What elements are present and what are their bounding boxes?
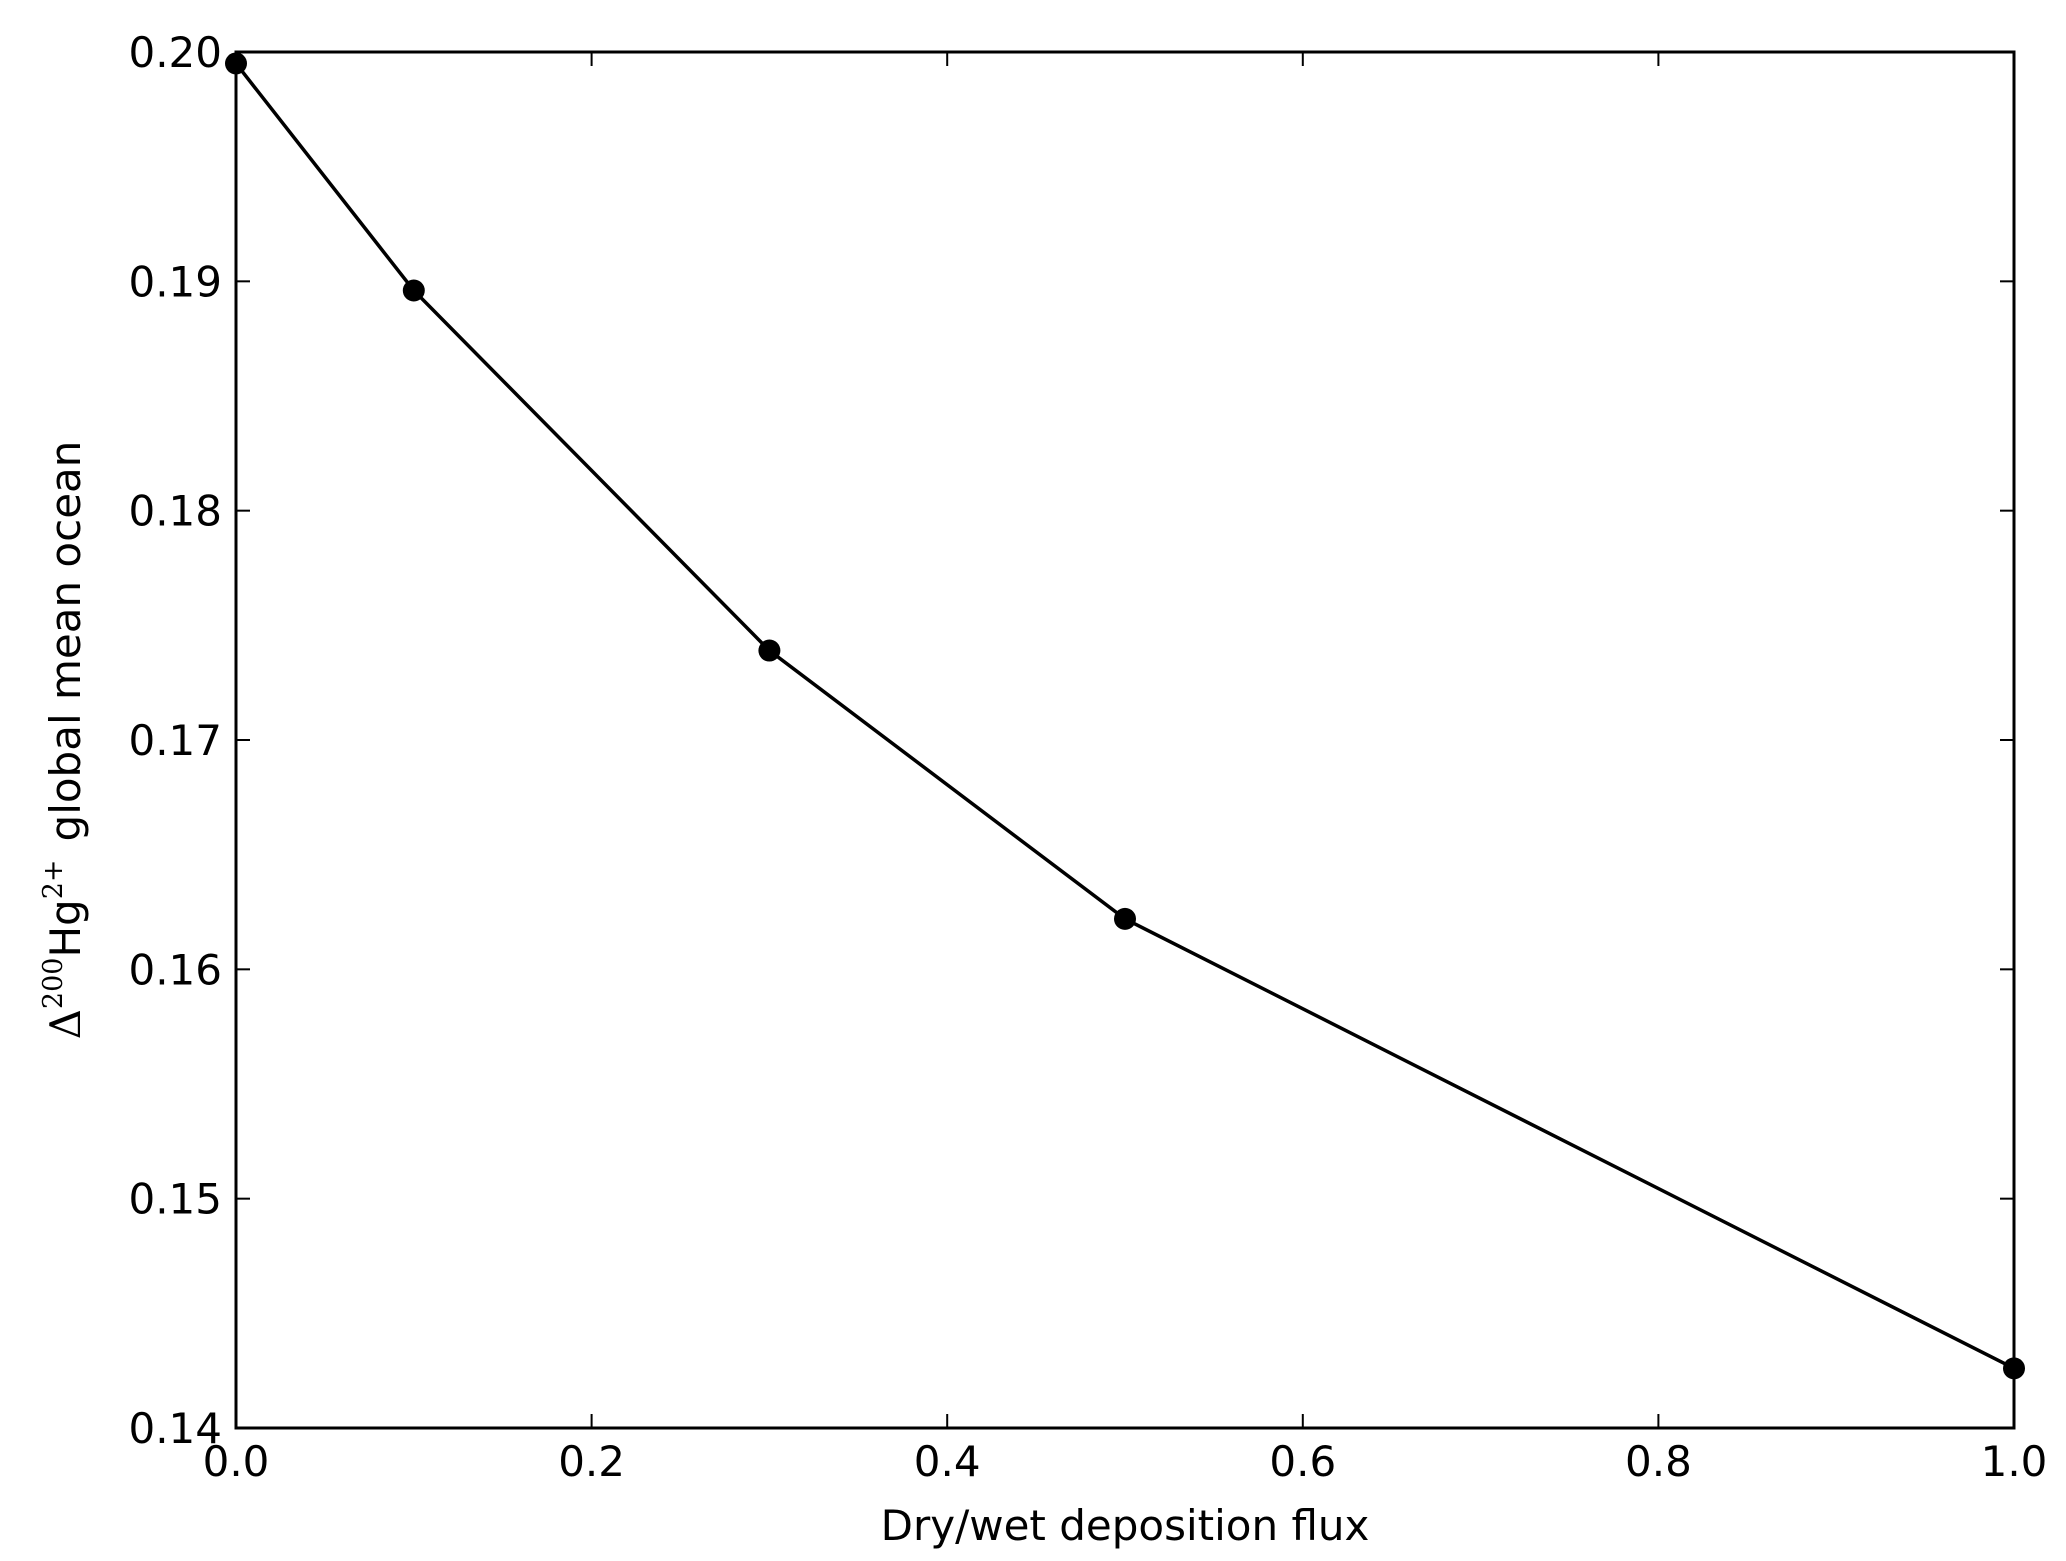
y-tick-label: 0.17 [128,716,222,765]
series-layer [225,52,2025,1380]
series-line [234,62,2015,1370]
data-point [758,639,781,662]
y-label-charge: 2+ [38,859,69,899]
y-tick-label: 0.16 [128,945,222,994]
y-tick-label: 0.14 [128,1404,222,1453]
y-axis-label: Δ200Hg2+ global mean ocean [38,441,90,1040]
y-label-delta: Δ [41,1009,90,1039]
y-tick-label: 0.15 [128,1175,222,1224]
y-label-element: Hg [41,899,90,957]
plot-frame [234,50,2016,1430]
x-tick-label: 0.6 [1269,1437,1336,1486]
data-point [402,279,425,302]
x-tick-label: 0.2 [558,1437,625,1486]
ticks-layer [235,51,2015,1429]
x-tick-label: 0.4 [914,1437,981,1486]
y-tick-label: 0.19 [128,257,222,306]
y-tick-label: 0.20 [128,28,222,77]
x-tick-label: 0.8 [1625,1437,1692,1486]
y-label-isotope: 200 [38,958,69,1010]
x-tick-label: 0.0 [203,1437,270,1486]
tick-labels-layer: 0.0 0.2 0.4 0.6 0.8 1.0 0.14 0.15 0.16 0.17 0.18 0.… [128,28,2047,1486]
data-point [1114,907,1136,930]
y-tick-label: 0.18 [128,487,222,536]
y-label-rest: global mean ocean [41,441,90,842]
x-axis-label: Dry/wet deposition flux [881,1501,1370,1550]
x-tick-label: 1.0 [1981,1437,2048,1486]
